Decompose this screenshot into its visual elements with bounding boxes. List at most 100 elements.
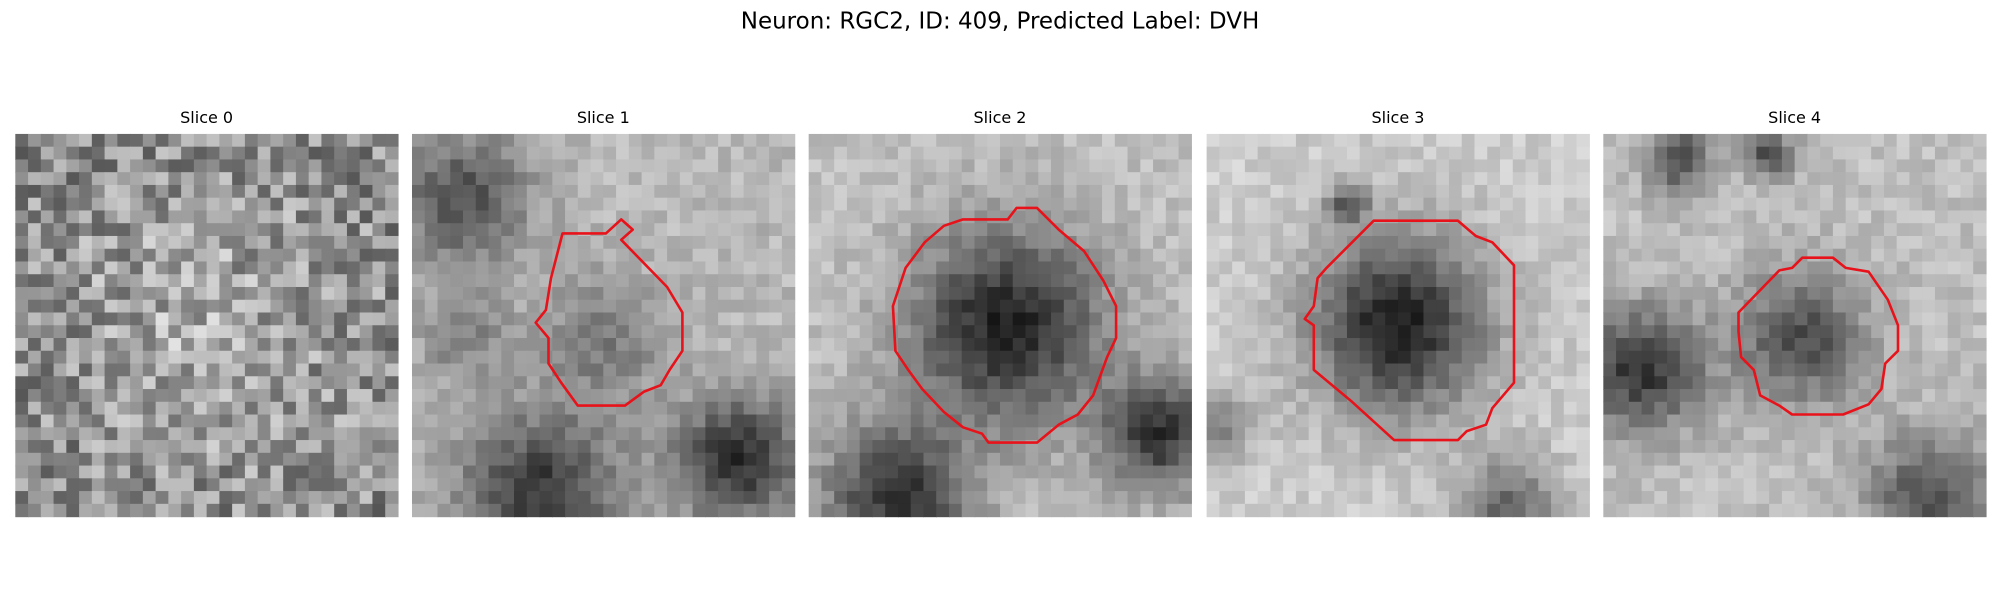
pixel (1896, 261, 1911, 275)
pixel (1025, 465, 1039, 479)
pixel (1076, 338, 1090, 352)
pixel (1705, 184, 1719, 199)
pixel (641, 401, 655, 416)
pixel (961, 338, 976, 352)
pixel (948, 197, 963, 212)
pixel (654, 312, 668, 326)
pixel (104, 440, 118, 454)
pixel (1896, 325, 1911, 339)
pixel (565, 491, 579, 505)
pixel (1858, 325, 1872, 339)
pixel (1487, 133, 1501, 148)
pixel (1679, 184, 1694, 199)
pixel (769, 478, 783, 492)
pixel (1474, 223, 1488, 237)
pixel (232, 503, 246, 518)
pixel (15, 440, 29, 454)
pixel (730, 299, 745, 314)
pixel (488, 286, 502, 301)
pixel (1244, 401, 1259, 416)
pixel (1551, 478, 1565, 492)
pixel (781, 172, 796, 186)
pixel (1576, 491, 1590, 505)
pixel (1206, 491, 1220, 505)
pixel (181, 261, 195, 275)
pixel (885, 248, 899, 263)
pixel (1692, 210, 1706, 224)
pixel (66, 427, 80, 441)
pixel (692, 465, 706, 479)
pixel (1743, 440, 1757, 454)
pixel (705, 440, 719, 454)
pixel (244, 414, 259, 428)
pixel (897, 389, 912, 403)
pixel (270, 261, 284, 275)
pixel (232, 184, 246, 199)
pixel (15, 503, 29, 518)
pixel (1270, 503, 1284, 518)
pixel (1756, 350, 1770, 365)
pixel (79, 223, 93, 237)
pixel (923, 503, 937, 518)
pixel (1667, 389, 1681, 403)
pixel (1641, 159, 1655, 173)
pixel (577, 491, 592, 505)
pixel (1973, 452, 1987, 467)
pixel (1474, 146, 1488, 161)
pixel (1934, 223, 1949, 237)
pixel (1603, 452, 1617, 467)
pixel (667, 261, 681, 275)
pixel (1730, 491, 1745, 505)
pixel (1474, 248, 1488, 263)
pixel (1525, 159, 1539, 173)
pixel (488, 325, 502, 339)
pixel (961, 401, 976, 416)
pixel (1909, 286, 1923, 301)
pixel (834, 389, 848, 403)
pixel (1538, 210, 1552, 224)
pixel (808, 312, 823, 326)
pixel (756, 325, 770, 339)
pixel (1397, 325, 1412, 339)
pixel (15, 465, 29, 479)
pixel (1051, 261, 1065, 275)
pixel (718, 299, 732, 314)
pixel (1153, 465, 1167, 479)
pixel (1960, 376, 1974, 390)
pixel (1012, 503, 1027, 518)
pixel (372, 172, 386, 186)
pixel (692, 503, 706, 518)
pixel (1679, 401, 1694, 416)
pixel (1820, 440, 1834, 454)
pixel (1114, 452, 1129, 467)
pixel (270, 465, 284, 479)
pixel (1076, 389, 1090, 403)
pixel (463, 286, 477, 301)
pixel (834, 465, 848, 479)
pixel (936, 146, 950, 161)
pixel (1000, 299, 1014, 314)
pixel (15, 389, 29, 403)
pixel (667, 427, 681, 441)
pixel (257, 376, 272, 390)
pixel (1140, 274, 1154, 288)
pixel (1794, 223, 1808, 237)
pixel (1883, 274, 1898, 288)
pixel (1219, 210, 1233, 224)
pixel (1973, 184, 1987, 199)
pixel (1219, 248, 1233, 263)
pixel (1219, 401, 1233, 416)
pixel (1283, 172, 1297, 186)
pixel (654, 299, 668, 314)
pixel (334, 389, 348, 403)
pixel (359, 312, 374, 326)
pixel (846, 491, 861, 505)
pixel (257, 274, 272, 288)
pixel (628, 465, 643, 479)
pixel (1372, 401, 1386, 416)
pixel (1525, 350, 1539, 365)
pixel (104, 350, 118, 365)
pixel (936, 210, 950, 224)
pixel (679, 286, 694, 301)
pixel (859, 184, 874, 199)
